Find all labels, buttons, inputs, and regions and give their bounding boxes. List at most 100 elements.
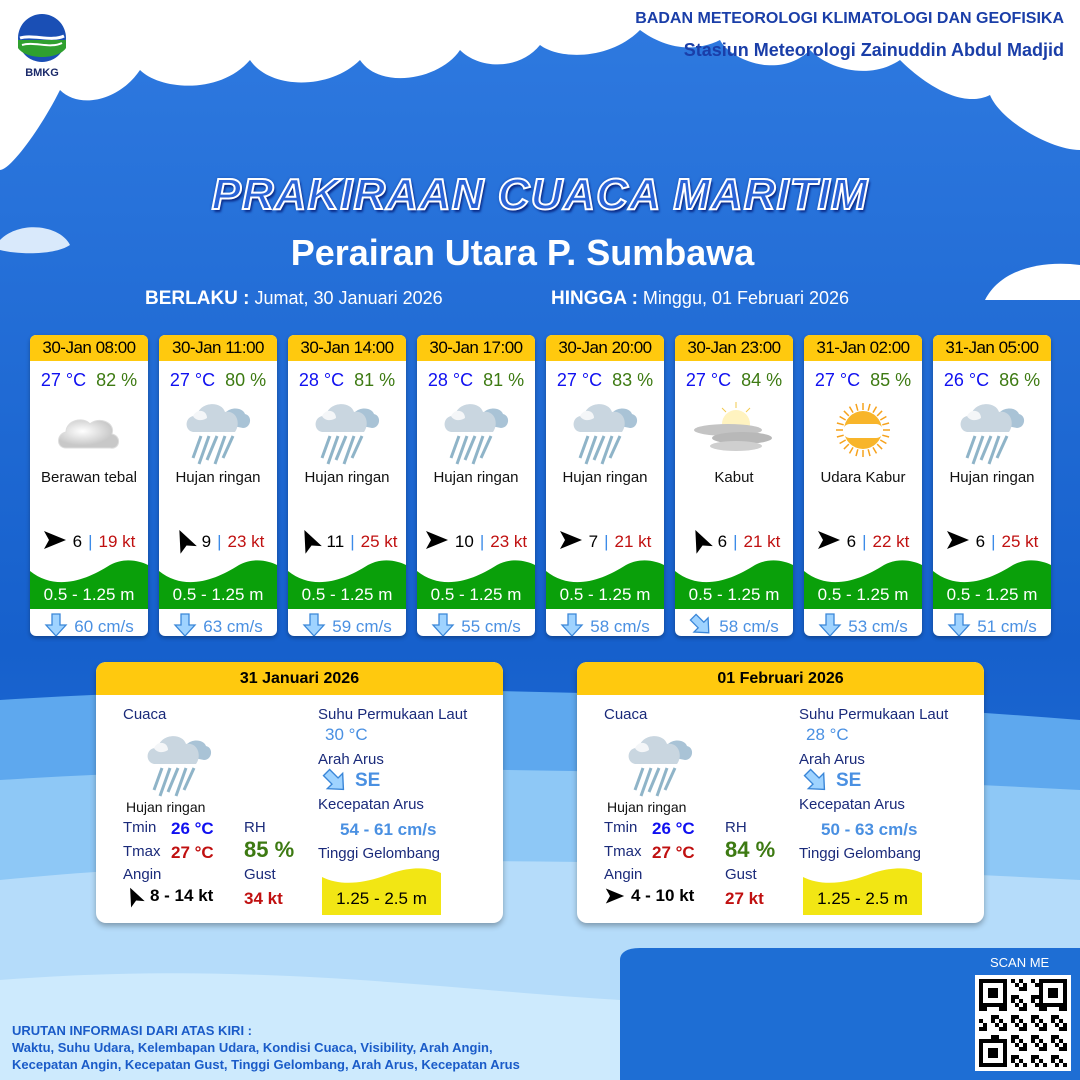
daily-date: 01 Februari 2026 bbox=[577, 662, 984, 695]
gust-speed: 19 kt bbox=[98, 532, 136, 551]
current-direction-icon bbox=[44, 612, 68, 636]
gust-speed: 23 kt bbox=[227, 532, 265, 551]
gust-label: Gust bbox=[244, 866, 276, 883]
current-dir-value: SE bbox=[836, 770, 862, 791]
humidity: 81 % bbox=[483, 370, 525, 390]
gust-speed: 21 kt bbox=[743, 532, 781, 551]
air-temperature: 27 °C bbox=[685, 370, 732, 390]
daily-condition: Hujan ringan bbox=[126, 799, 206, 815]
scan-me-label: SCAN ME bbox=[990, 955, 1050, 970]
wind-speed: 6 bbox=[846, 532, 857, 551]
weather-condition: Hujan ringan bbox=[304, 469, 390, 486]
current-speed: 59 cm/s bbox=[332, 617, 392, 636]
divider: | bbox=[862, 532, 867, 551]
forecast-card: 31-Jan 02:00 27 °C 85 % Udara Kabur 6 | 22 … bbox=[804, 335, 922, 636]
weather-condition: Hujan ringan bbox=[433, 469, 519, 486]
wave-height: 0.5 - 1.25 m bbox=[30, 557, 148, 609]
wind-direction-icon bbox=[559, 528, 583, 557]
air-temperature: 26 °C bbox=[943, 370, 990, 390]
sst-value: 30 °C bbox=[325, 725, 368, 744]
current-speed: 58 cm/s bbox=[719, 617, 779, 636]
wave-height: 1.25 - 2.5 m bbox=[322, 867, 441, 915]
forecast-time: 30-Jan 20:00 bbox=[546, 335, 664, 361]
wind-range: 8 - 14 kt bbox=[150, 886, 214, 905]
current-speed: 60 cm/s bbox=[74, 617, 134, 636]
wind-speed: 10 bbox=[454, 532, 474, 551]
divider: | bbox=[350, 532, 355, 551]
current-speed: 58 cm/s bbox=[590, 617, 650, 636]
wind-direction-icon bbox=[297, 528, 322, 557]
forecast-time: 30-Jan 23:00 bbox=[675, 335, 793, 361]
tmax-label: Tmax bbox=[123, 843, 161, 860]
page-title: PRAKIRAAN CUACA MARITIM bbox=[211, 169, 869, 220]
weather-condition: Hujan ringan bbox=[562, 469, 648, 486]
wave-label: Tinggi Gelombang bbox=[799, 845, 922, 862]
current-dir-label: Arah Arus bbox=[799, 751, 865, 768]
light-rain-icon bbox=[144, 726, 214, 803]
humidity: 83 % bbox=[612, 370, 654, 390]
weather-label: Cuaca bbox=[123, 706, 167, 723]
divider: | bbox=[88, 532, 93, 551]
wind-direction-icon bbox=[817, 528, 841, 557]
wave-height: 0.5 - 1.25 m bbox=[288, 557, 406, 609]
wave-height: 1.25 - 2.5 m bbox=[803, 867, 922, 915]
cloudy-icon bbox=[30, 391, 148, 469]
forecast-card: 30-Jan 14:00 28 °C 81 % Hujan ringan 11 | 2… bbox=[288, 335, 406, 636]
humidity: 84 % bbox=[741, 370, 783, 390]
forecast-card: 30-Jan 17:00 28 °C 81 % Hujan ringan 10 | 2… bbox=[417, 335, 535, 636]
forecast-time: 30-Jan 11:00 bbox=[159, 335, 277, 361]
rh-label: RH bbox=[244, 819, 266, 836]
gust-speed: 25 kt bbox=[1001, 532, 1039, 551]
wave-height: 0.5 - 1.25 m bbox=[159, 557, 277, 609]
wind-direction-icon bbox=[172, 528, 197, 557]
current-speed-value: 50 - 63 cm/s bbox=[821, 820, 918, 839]
gust-value: 34 kt bbox=[244, 889, 283, 908]
rh-label: RH bbox=[725, 819, 747, 836]
daily-condition: Hujan ringan bbox=[607, 799, 687, 815]
daily-date: 31 Januari 2026 bbox=[96, 662, 503, 695]
weather-condition: Kabut bbox=[714, 469, 754, 486]
fog-icon bbox=[675, 391, 793, 469]
current-speed: 55 cm/s bbox=[461, 617, 521, 636]
wave-height: 0.5 - 1.25 m bbox=[546, 557, 664, 609]
wind-direction-icon bbox=[605, 886, 625, 911]
humidity: 81 % bbox=[354, 370, 396, 390]
air-temperature: 28 °C bbox=[427, 370, 474, 390]
humidity: 82 % bbox=[96, 370, 138, 390]
wind-speed: 9 bbox=[201, 532, 212, 551]
sst-value: 28 °C bbox=[806, 725, 849, 744]
divider: | bbox=[733, 532, 738, 551]
air-temperature: 28 °C bbox=[298, 370, 345, 390]
weather-condition: Hujan ringan bbox=[175, 469, 261, 486]
forecast-time: 30-Jan 17:00 bbox=[417, 335, 535, 361]
wind-direction-icon bbox=[425, 528, 449, 557]
weather-condition: Berawan tebal bbox=[41, 469, 137, 486]
forecast-card: 31-Jan 05:00 26 °C 86 % Hujan ringan 6 | 25… bbox=[933, 335, 1051, 636]
humidity: 85 % bbox=[870, 370, 912, 390]
current-dir-value: SE bbox=[355, 770, 381, 791]
air-temperature: 27 °C bbox=[556, 370, 603, 390]
weather-condition: Udara Kabur bbox=[820, 469, 906, 486]
wind-speed: 6 bbox=[975, 532, 986, 551]
divider: | bbox=[479, 532, 485, 551]
haze-icon bbox=[804, 391, 922, 469]
tmin-label: Tmin bbox=[123, 819, 157, 836]
current-speed-label: Kecepatan Arus bbox=[318, 796, 424, 813]
wind-direction-icon bbox=[688, 528, 713, 557]
wave-height: 0.5 - 1.25 m bbox=[675, 557, 793, 609]
weather-label: Cuaca bbox=[604, 706, 648, 723]
light-rain-icon bbox=[933, 391, 1051, 469]
wind-range: 4 - 10 kt bbox=[631, 886, 695, 905]
qr-code[interactable] bbox=[975, 975, 1071, 1071]
forecast-time: 30-Jan 08:00 bbox=[30, 335, 148, 361]
sst-label: Suhu Permukaan Laut bbox=[799, 706, 949, 723]
light-rain-icon bbox=[417, 391, 535, 469]
wind-speed: 6 bbox=[717, 532, 728, 551]
current-direction-icon bbox=[431, 612, 455, 636]
forecast-time: 31-Jan 05:00 bbox=[933, 335, 1051, 361]
current-direction-icon bbox=[947, 612, 971, 636]
tmax-value: 27 °C bbox=[652, 843, 695, 862]
divider: | bbox=[217, 532, 222, 551]
divider: | bbox=[991, 532, 996, 551]
air-temperature: 27 °C bbox=[814, 370, 861, 390]
